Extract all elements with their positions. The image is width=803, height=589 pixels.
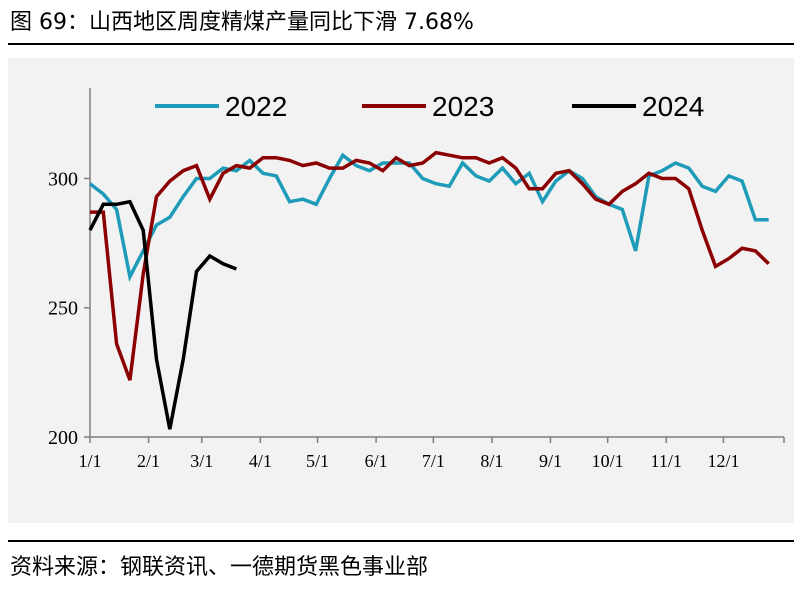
x-tick-label: 6/1 [365, 451, 388, 471]
x-tick-label: 1/1 [78, 451, 101, 471]
x-tick-label: 2/1 [137, 451, 160, 471]
series-line-2024 [88, 199, 238, 430]
y-tick-label: 250 [48, 298, 78, 320]
x-tick-label: 4/1 [249, 451, 272, 471]
chart-title: 图 69：山西地区周度精煤产量同比下滑 7.68% [10, 10, 474, 35]
x-tick-label: 5/1 [306, 451, 329, 471]
x-tick-label: 7/1 [422, 451, 445, 471]
x-tick-label: 9/1 [539, 451, 562, 471]
series-line-2022 [88, 152, 769, 282]
legend-label-2023: 2023 [432, 91, 494, 122]
x-tick-label: 11/1 [651, 451, 682, 471]
y-tick-label: 300 [48, 168, 78, 190]
x-tick-label: 8/1 [480, 451, 503, 471]
x-tick-label: 3/1 [190, 451, 213, 471]
x-tick-label: 10/1 [592, 451, 624, 471]
plot-background [8, 58, 794, 523]
y-tick-label: 200 [48, 427, 78, 449]
source-rule [8, 540, 794, 542]
x-tick-label: 12/1 [707, 451, 739, 471]
source-note: 资料来源：钢联资讯、一德期货黑色事业部 [10, 555, 429, 580]
legend-label-2024: 2024 [642, 91, 704, 122]
legend-label-2022: 2022 [225, 91, 287, 122]
series-line-2023 [90, 150, 770, 381]
title-rule [8, 43, 794, 45]
